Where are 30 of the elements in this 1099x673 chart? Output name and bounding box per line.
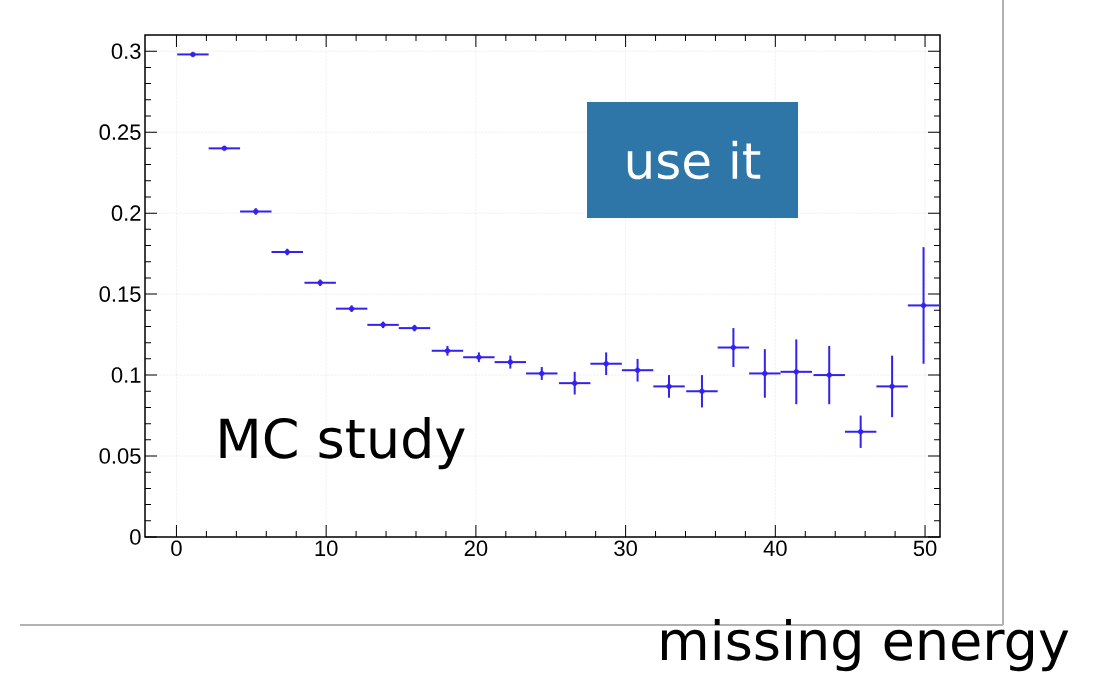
- x-tick-label: 0: [171, 540, 182, 557]
- x-tick-label: 50: [913, 540, 937, 557]
- point: [507, 359, 514, 365]
- y-tick-label: 0.15: [99, 286, 141, 302]
- x-tick-label: 40: [763, 540, 787, 557]
- point: [730, 344, 737, 351]
- point: [920, 302, 927, 309]
- x-tick-label: 20: [464, 540, 488, 557]
- point: [539, 370, 545, 377]
- point: [857, 429, 864, 435]
- point: [826, 372, 832, 378]
- point: [603, 361, 609, 367]
- point: [699, 388, 705, 394]
- y-tick-label: 0.3: [111, 43, 141, 59]
- x-axis-title: missing energy: [662, 618, 1069, 672]
- x-tick-label: 10: [315, 540, 338, 557]
- point: [762, 370, 768, 377]
- point: [793, 369, 799, 375]
- annotation: use it: [627, 140, 761, 180]
- y-tick-label: 0: [130, 529, 141, 545]
- point: [666, 383, 672, 390]
- y-tick-label: 0.1: [111, 367, 141, 383]
- y-tick-label: 0.25: [99, 124, 141, 140]
- point: [889, 383, 895, 390]
- annotation: MC study: [220, 416, 465, 470]
- point: [634, 367, 641, 373]
- y-tick-label: 0.05: [99, 448, 141, 464]
- y-tick-label: 0.2: [111, 205, 141, 221]
- point: [572, 380, 578, 386]
- x-tick-label: 30: [614, 540, 637, 557]
